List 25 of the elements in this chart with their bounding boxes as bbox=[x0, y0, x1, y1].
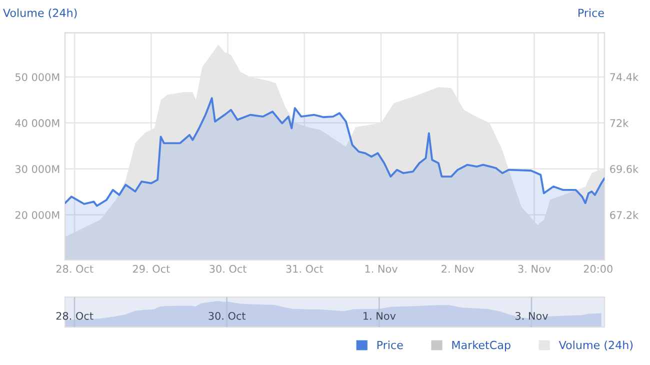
y2-tick-label: 69.6k bbox=[610, 164, 639, 173]
y-tick-label: 20 000M bbox=[15, 211, 60, 219]
legend-label: MarketCap bbox=[452, 340, 510, 352]
legend-label: Price bbox=[377, 340, 403, 350]
x-tick-label: 30. Oct bbox=[208, 312, 246, 320]
x-tick-label: 20:00 bbox=[584, 264, 612, 273]
x-tick-label: 3. Nov bbox=[516, 312, 548, 320]
y2-tick-label: 72k bbox=[610, 118, 629, 127]
legend-label: Volume (24h) bbox=[558, 340, 633, 351]
y2-axis-title: Price bbox=[578, 8, 604, 18]
x-tick-label: 1. Nov bbox=[365, 265, 398, 273]
y-tick-label: 50 000M bbox=[16, 73, 60, 82]
x-tick-label: 30. Oct bbox=[210, 264, 246, 273]
y2-tick-label: 67.2k bbox=[610, 210, 639, 219]
x-tick-label: 31. Oct bbox=[286, 264, 324, 273]
x-tick-label: 2. Nov bbox=[442, 264, 474, 273]
x-tick-label: 28. Oct bbox=[56, 264, 94, 273]
y-tick-label: 40 000M bbox=[15, 119, 60, 128]
x-tick-label: 3. Nov bbox=[518, 264, 551, 273]
y-tick-label: 30 000M bbox=[15, 165, 60, 173]
x-tick-label: 1. Nov bbox=[364, 312, 396, 320]
y2-tick-label: 74.4k bbox=[610, 72, 639, 81]
x-tick-label: 29. Oct bbox=[133, 264, 170, 273]
x-tick-label: 28. Oct bbox=[56, 312, 94, 320]
y-axis-title: Volume (24h) bbox=[3, 8, 77, 18]
